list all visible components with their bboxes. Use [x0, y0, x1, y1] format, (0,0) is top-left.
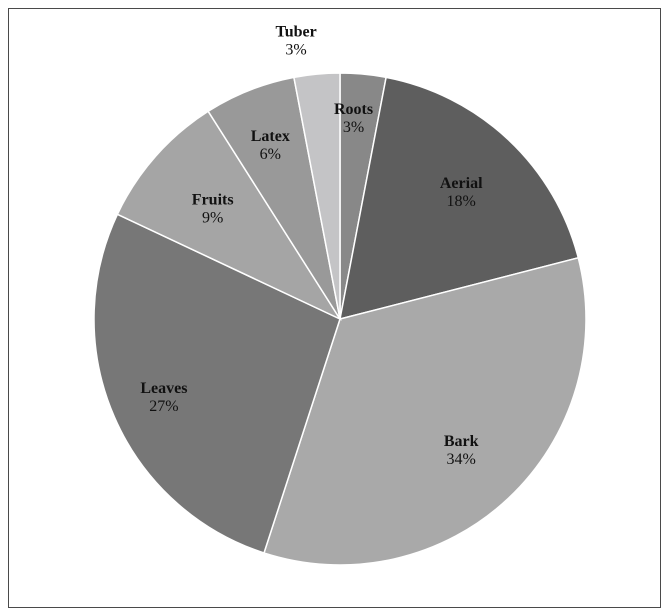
pie-slice-aerial	[339, 76, 580, 321]
slice-value-aerial: 18%	[447, 193, 476, 210]
pie-chart: Roots3%Aerial18%Bark34%Leaves27%Fruits9%…	[93, 24, 587, 566]
slice-label-aerial: Aerial	[440, 175, 483, 192]
slice-value-tuber: 3%	[285, 42, 306, 59]
chart-frame: Roots 3% Aerial 18% Bark 34% Leaves 27% Fruits 9%…	[8, 8, 661, 608]
slice-value-fruits: 9%	[202, 210, 223, 227]
slice-label-tuber: Tuber	[275, 24, 316, 41]
slice-value-roots: 3%	[343, 119, 364, 136]
pie-slice-fruits	[116, 110, 343, 321]
slice-label-bark: Bark	[444, 433, 479, 450]
slice-value-leaves: 27%	[149, 398, 178, 415]
slice-value-bark: 34%	[447, 451, 476, 468]
slice-label-leaves: Leaves	[140, 380, 187, 397]
slice-value-latex: 6%	[260, 146, 281, 163]
pie-slice-leaves	[93, 213, 341, 554]
slice-label-roots: Roots	[334, 101, 373, 118]
pie-slice-tuber	[293, 72, 341, 320]
slice-label-fruits: Fruits	[192, 192, 234, 209]
pie-labels: Roots3%Aerial18%Bark34%Leaves27%Fruits9%…	[140, 24, 483, 468]
pie-slice-bark	[263, 256, 587, 566]
slice-label-latex: Latex	[251, 128, 290, 145]
pie-slices	[93, 72, 587, 566]
